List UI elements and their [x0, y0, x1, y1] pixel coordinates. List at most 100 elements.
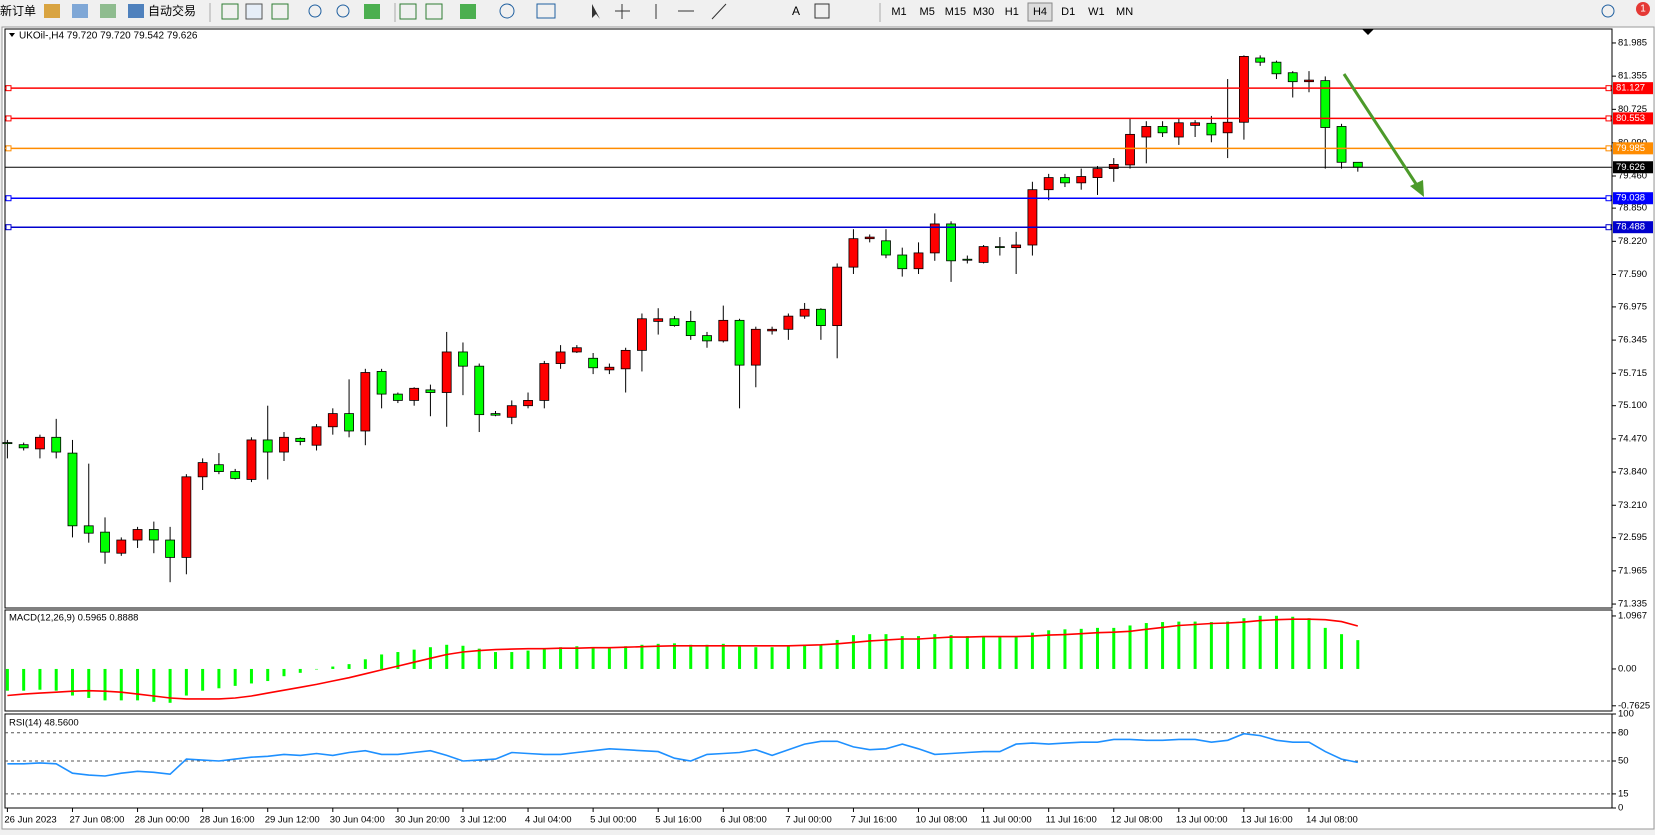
- icon: [44, 4, 60, 18]
- candle-body: [35, 436, 45, 450]
- label-tool[interactable]: [814, 3, 830, 19]
- timeframe-button[interactable]: MN: [1116, 6, 1133, 18]
- histogram-bar: [607, 647, 611, 669]
- candle-body: [474, 365, 485, 416]
- timeframe-button[interactable]: M15: [945, 6, 966, 18]
- level-handle: [5, 115, 12, 122]
- histogram-bar: [656, 643, 660, 669]
- timeframe-button[interactable]: H1: [1005, 6, 1019, 18]
- histogram-bar: [38, 668, 42, 690]
- series-line: [7, 732, 1358, 777]
- icon[interactable]: [536, 3, 556, 19]
- y-tick-label: 81.355: [1618, 71, 1647, 82]
- candle-body: [1190, 122, 1201, 126]
- candle-body: [214, 464, 224, 472]
- candle-body: [864, 236, 875, 240]
- timeframe-button[interactable]: W1: [1088, 6, 1105, 18]
- histogram-bar: [884, 634, 888, 669]
- histogram-bar: [266, 668, 270, 682]
- histogram-bar: [1193, 621, 1197, 669]
- line-tools[interactable]: [655, 3, 727, 20]
- histogram-bar: [542, 648, 546, 669]
- histogram-bar: [819, 644, 823, 669]
- new-order-button[interactable]: 新订单: [0, 3, 36, 18]
- icon[interactable]: [245, 3, 263, 20]
- candle-body: [588, 357, 599, 369]
- candle-body: [1076, 176, 1087, 184]
- candle-body: [1092, 168, 1103, 178]
- candle-body: [409, 387, 420, 401]
- level-label-bg: [1613, 142, 1653, 155]
- histogram-bar: [1356, 640, 1360, 669]
- crosshair-icon[interactable]: [615, 4, 630, 19]
- histogram-bar: [1014, 637, 1018, 669]
- histogram-bar: [624, 646, 628, 669]
- candle-body: [67, 452, 78, 527]
- histogram-bar: [1112, 627, 1116, 669]
- level-handle: [1605, 85, 1612, 92]
- timeframe-button[interactable]: M30: [973, 6, 994, 18]
- histogram-bar: [803, 644, 807, 669]
- candle-body: [1336, 126, 1347, 163]
- candle-body: [816, 308, 826, 327]
- candle-body: [767, 328, 777, 332]
- histogram-bar: [22, 668, 26, 691]
- candle-body: [832, 266, 843, 327]
- level-label: 81.127: [1616, 83, 1645, 94]
- timeframe-button[interactable]: M5: [920, 6, 935, 18]
- candle-body: [2, 442, 13, 445]
- icon[interactable]: [364, 4, 380, 19]
- level-handle: [1605, 145, 1612, 152]
- level-label: 79.985: [1616, 143, 1645, 154]
- x-tick-label: 4 Jul 04:00: [525, 815, 571, 826]
- icon[interactable]: [399, 3, 417, 20]
- icon[interactable]: [425, 3, 443, 20]
- icon[interactable]: [499, 3, 515, 19]
- x-tick-label: 28 Jun 16:00: [200, 815, 255, 826]
- icon[interactable]: [460, 4, 476, 19]
- cursor-icon[interactable]: [592, 4, 600, 19]
- candle-body: [425, 389, 436, 393]
- candle-body: [376, 371, 387, 395]
- histogram-bar: [640, 644, 644, 669]
- candle-body: [1239, 55, 1249, 123]
- timeframe-button[interactable]: M1: [891, 6, 906, 18]
- icon[interactable]: [221, 3, 239, 20]
- timeframe-button[interactable]: D1: [1061, 6, 1075, 18]
- x-tick-label: 12 Jul 08:00: [1111, 815, 1163, 826]
- icon[interactable]: [271, 3, 289, 20]
- level-handle: [5, 145, 12, 152]
- candle-body: [962, 258, 973, 261]
- x-tick-label: 30 Jun 20:00: [395, 815, 450, 826]
- histogram-bar: [494, 652, 497, 669]
- candle-body: [262, 439, 273, 453]
- candle-body: [897, 254, 908, 270]
- chart-title: MACD(12,26,9) 0.5965 0.8888: [9, 613, 138, 624]
- zoom-in[interactable]: [308, 4, 322, 18]
- search[interactable]: [1601, 4, 1615, 18]
- histogram-bar: [1340, 634, 1344, 669]
- y-tick-label: 71.965: [1618, 565, 1647, 576]
- auto-trading-button[interactable]: 自动交易: [148, 3, 196, 18]
- candle-body: [637, 318, 647, 351]
- histogram-bar: [217, 668, 221, 689]
- histogram-bar: [851, 635, 855, 669]
- histogram-bar: [835, 639, 839, 669]
- x-tick-label: 27 Jun 08:00: [69, 815, 124, 826]
- x-tick-label: 10 Jul 08:00: [916, 815, 968, 826]
- histogram-bar: [770, 647, 774, 669]
- bid-label-bg: [1613, 161, 1653, 174]
- timeframe-button[interactable]: H4: [1033, 6, 1047, 18]
- histogram-bar: [412, 649, 416, 669]
- level-handle: [5, 224, 12, 231]
- y-tick-label: 78.850: [1618, 203, 1647, 214]
- zoom-out[interactable]: [336, 4, 350, 18]
- candle-body: [100, 531, 110, 553]
- level-label-bg: [1613, 221, 1653, 234]
- text-tool[interactable]: A: [792, 4, 800, 18]
- histogram-bar: [1209, 622, 1213, 669]
- notification-badge: [1636, 2, 1650, 16]
- level-handle: [1605, 195, 1612, 202]
- level-handle: [1605, 224, 1612, 231]
- histogram-bar: [1095, 627, 1099, 669]
